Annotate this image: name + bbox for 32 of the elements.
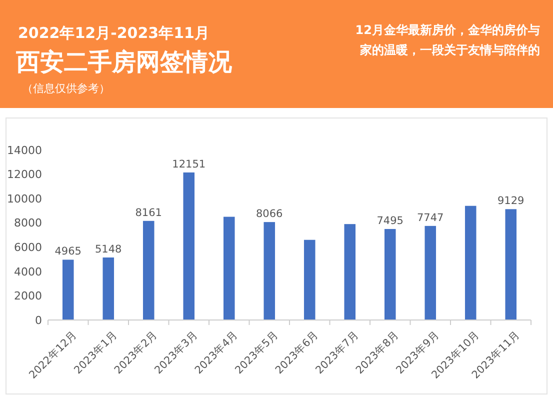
data-label: 7747	[417, 212, 444, 224]
y-tick-label: 12000	[7, 168, 42, 182]
bar	[223, 216, 235, 320]
y-tick-label: 6000	[14, 240, 42, 254]
y-tick-label: 2000	[14, 290, 42, 303]
bar	[384, 228, 396, 320]
bar	[464, 206, 476, 320]
bar	[62, 260, 74, 320]
chart-title: 西安二手房网签情况	[15, 48, 233, 76]
y-tick-label: 8000	[14, 216, 42, 230]
y-tick-label: 14000	[7, 144, 42, 157]
bar	[102, 257, 114, 320]
bar	[505, 209, 517, 320]
data-label: 8066	[256, 208, 284, 220]
bar	[264, 222, 276, 320]
y-tick-label: 0	[35, 314, 42, 327]
bar	[304, 240, 316, 320]
data-label: 9129	[498, 195, 524, 208]
text: 12月金华最新房价，金华的房价与家的温暖，一段关于友情与陪伴的	[355, 23, 540, 57]
bar	[424, 226, 436, 320]
data-label: 8161	[135, 206, 162, 219]
data-label: 7495	[376, 214, 404, 227]
data-label: 12151	[172, 158, 206, 170]
data-label: 4965	[54, 246, 82, 258]
chart-subtitle: 2022年12月-2023年11月	[18, 24, 210, 42]
bar	[183, 172, 195, 320]
text: （信息仅供参考）	[22, 82, 110, 95]
bar	[142, 220, 154, 320]
y-tick-label: 4000	[14, 265, 42, 278]
bar	[344, 224, 356, 320]
y-tick-label: 10000	[7, 192, 42, 206]
data-label: 5148	[95, 243, 122, 256]
